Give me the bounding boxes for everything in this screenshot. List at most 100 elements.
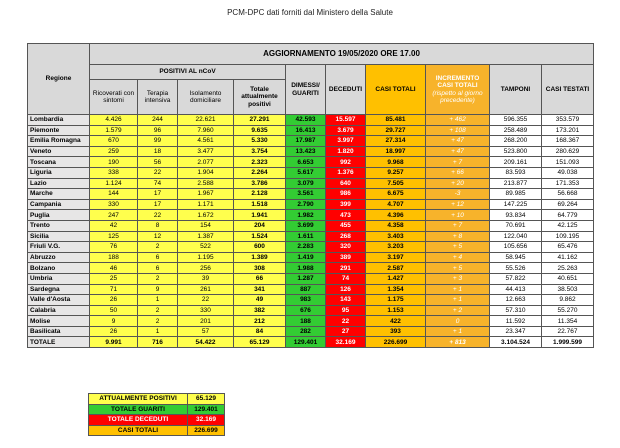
value-cell: 25.263 bbox=[541, 262, 594, 274]
value-cell: 42.593 bbox=[285, 114, 326, 126]
value-cell: 122.040 bbox=[489, 230, 542, 243]
value-cell: + 108 bbox=[425, 124, 490, 137]
table-row: Sicilia 125 12 1.387 1.524 1.611 268 3.403 + 8 12… bbox=[27, 230, 594, 243]
value-cell: 69.264 bbox=[541, 198, 594, 211]
value-cell: 27 bbox=[325, 325, 366, 338]
value-cell: 338 bbox=[89, 166, 138, 179]
value-cell: 1.376 bbox=[325, 166, 366, 179]
value-cell: 3.197 bbox=[365, 251, 426, 264]
value-cell: 2 bbox=[137, 272, 178, 285]
value-cell: + 20 bbox=[425, 177, 490, 190]
value-cell: + 2 bbox=[425, 304, 490, 317]
value-cell: + 66 bbox=[425, 166, 490, 179]
value-cell: 247 bbox=[89, 209, 138, 221]
value-cell: 1.518 bbox=[233, 198, 286, 211]
value-cell: 190 bbox=[89, 156, 138, 168]
region-cell: Molise bbox=[27, 315, 90, 327]
table-row: Marche 144 17 1.967 2.128 3.561 986 6.675 -3 89.9… bbox=[27, 188, 594, 200]
increment-note: (rispetto al giorno precedente) bbox=[432, 89, 483, 104]
value-cell: 3.104.524 bbox=[489, 336, 542, 349]
value-cell: 11.354 bbox=[541, 315, 594, 327]
value-cell: 1.171 bbox=[177, 198, 234, 211]
value-cell: 147.225 bbox=[489, 198, 542, 211]
region-cell: Valle d'Aosta bbox=[27, 294, 90, 306]
value-cell: 39 bbox=[177, 272, 234, 285]
value-cell: + 813 bbox=[425, 336, 490, 349]
value-cell: 1.175 bbox=[365, 294, 426, 306]
value-cell: 95 bbox=[325, 304, 366, 317]
value-cell: 9.635 bbox=[233, 124, 286, 137]
value-cell: 2.077 bbox=[177, 156, 234, 168]
column-header: DECEDUTI bbox=[325, 64, 366, 115]
region-cell: Puglia bbox=[27, 209, 90, 221]
value-cell: 9.968 bbox=[365, 156, 426, 168]
value-cell: 676 bbox=[285, 304, 326, 317]
value-cell: + 12 bbox=[425, 198, 490, 211]
value-cell: 18 bbox=[137, 145, 178, 158]
value-cell: 1.389 bbox=[233, 251, 286, 264]
value-cell: 1.124 bbox=[89, 177, 138, 190]
column-header: Totale attualmente positivi bbox=[233, 79, 286, 115]
value-cell: 29.727 bbox=[365, 124, 426, 137]
value-cell: 6.675 bbox=[365, 188, 426, 200]
header-row: Ricoverati con sintomi Terapia intensiva I… bbox=[28, 79, 594, 115]
value-cell: -3 bbox=[425, 188, 490, 200]
column-header: Terapia intensiva bbox=[137, 79, 178, 115]
column-header: INCREMENTO CASI TOTALI (rispetto al giorn… bbox=[425, 64, 490, 115]
column-header: CASI TESTATI bbox=[541, 64, 594, 115]
value-cell: + 7 bbox=[425, 219, 490, 232]
value-cell: 9.991 bbox=[89, 336, 138, 349]
value-cell: 1.982 bbox=[285, 209, 326, 221]
value-cell: + 47 bbox=[425, 135, 490, 147]
region-cell: Lazio bbox=[27, 177, 90, 190]
value-cell: + 5 bbox=[425, 262, 490, 274]
table-row: Sardegna 71 9 261 341 887 126 1.354 + 1 44.413 38.… bbox=[27, 283, 594, 296]
value-cell: + 8 bbox=[425, 230, 490, 243]
region-cell: Friuli V.G. bbox=[27, 241, 90, 253]
value-cell: 3.997 bbox=[325, 135, 366, 147]
value-cell: 99 bbox=[137, 135, 178, 147]
value-cell: 64.779 bbox=[541, 209, 594, 221]
page-title: PCM-DPC dati forniti dal Ministero della… bbox=[227, 8, 393, 17]
value-cell: 16.413 bbox=[285, 124, 326, 137]
region-cell: Bolzano bbox=[27, 262, 90, 274]
value-cell: 5.617 bbox=[285, 166, 326, 179]
value-cell: 4.396 bbox=[365, 209, 426, 221]
value-cell: 3.403 bbox=[365, 230, 426, 243]
table-row: Emilia Romagna 670 99 4.561 5.330 17.987 3.997… bbox=[27, 135, 594, 147]
region-cell: Piemonte bbox=[27, 124, 90, 137]
value-cell: 42.125 bbox=[541, 219, 594, 232]
column-header-text: CASI TOTALI bbox=[375, 85, 416, 93]
table-row: Puglia 247 22 1.672 1.941 1.982 473 4.396 + 10 93… bbox=[27, 209, 594, 221]
value-cell: 8 bbox=[137, 219, 178, 232]
value-cell: 1.427 bbox=[365, 272, 426, 285]
value-cell: 38.503 bbox=[541, 283, 594, 296]
group-header: POSITIVI AL nCoV bbox=[89, 64, 286, 80]
value-cell: 4.707 bbox=[365, 198, 426, 211]
region-cell: Umbria bbox=[27, 272, 90, 285]
value-cell: 6.653 bbox=[285, 156, 326, 168]
value-cell: 259 bbox=[89, 145, 138, 158]
value-cell: 1.387 bbox=[177, 230, 234, 243]
value-cell: 212 bbox=[233, 315, 286, 327]
value-cell: 3.699 bbox=[285, 219, 326, 232]
value-cell: 27.314 bbox=[365, 135, 426, 147]
region-cell: Campania bbox=[27, 198, 90, 211]
summary-value: 32.169 bbox=[187, 414, 225, 426]
value-cell: 105.656 bbox=[489, 241, 542, 253]
table-row: Friuli V.G. 76 2 522 600 2.283 320 3.203 + 5 105.… bbox=[27, 241, 594, 253]
value-cell: 320 bbox=[325, 241, 366, 253]
column-header: TAMPONI bbox=[489, 64, 542, 115]
value-cell: 17 bbox=[137, 198, 178, 211]
value-cell: 13.423 bbox=[285, 145, 326, 158]
value-cell: 42 bbox=[89, 219, 138, 232]
column-header-text: TAMPONI bbox=[500, 85, 531, 93]
header-row: Regione AGGIORNAMENTO 19/05/2020 ORE 17.0… bbox=[27, 43, 594, 115]
table-row: Trento 42 8 154 204 3.699 455 4.358 + 7 70.691 42.… bbox=[27, 219, 594, 232]
value-cell: 12.663 bbox=[489, 294, 542, 306]
value-cell: 341 bbox=[233, 283, 286, 296]
value-cell: 258.489 bbox=[489, 124, 542, 137]
value-cell: 55.526 bbox=[489, 262, 542, 274]
data-table: Regione AGGIORNAMENTO 19/05/2020 ORE 17.0… bbox=[27, 43, 594, 349]
